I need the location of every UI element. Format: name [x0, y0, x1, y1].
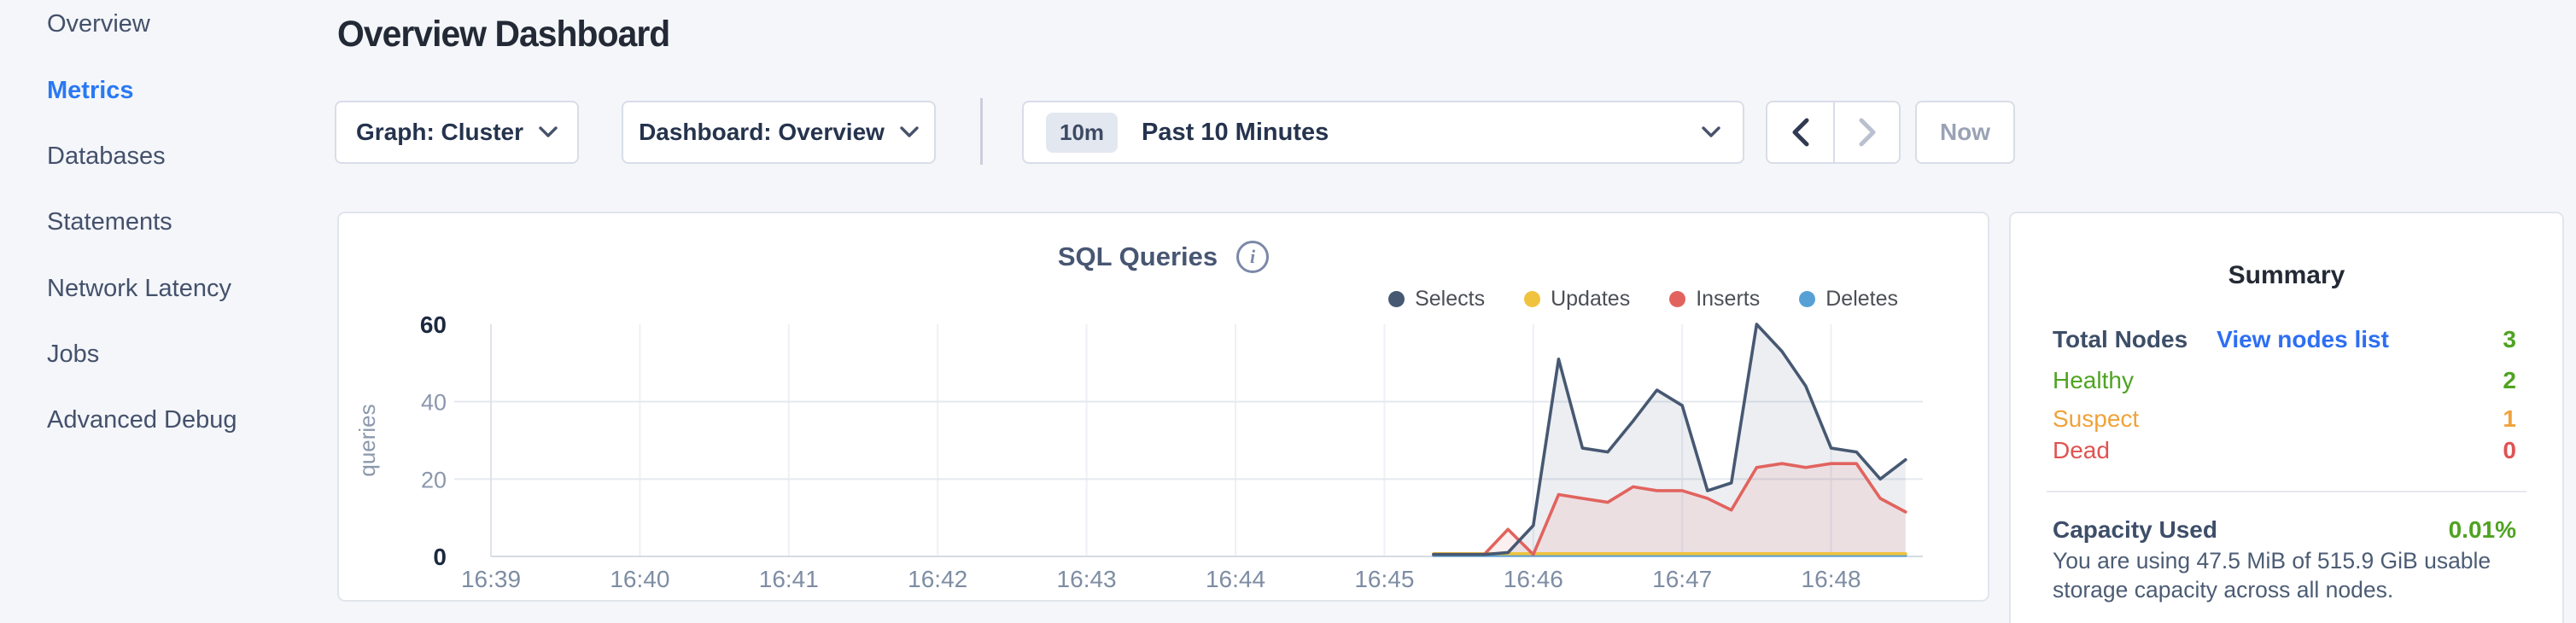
view-nodes-list-link[interactable]: View nodes list [2217, 326, 2389, 352]
legend-label: Selects [1415, 287, 1486, 311]
info-icon[interactable]: i [1236, 241, 1270, 273]
chevron-down-icon [900, 126, 919, 137]
legend-label: Deletes [1825, 287, 1898, 311]
total-nodes-value: 3 [2503, 326, 2516, 352]
summary-title: Summary [2228, 261, 2345, 289]
summary-panel: Summary Total Nodes View nodes list 3 He… [2009, 212, 2564, 623]
svg-text:16:46: 16:46 [1504, 566, 1563, 592]
capacity-used-value: 0.01% [2448, 516, 2516, 543]
toolbar-divider [980, 98, 983, 165]
svg-text:queries: queries [354, 404, 380, 476]
svg-text:16:45: 16:45 [1354, 566, 1414, 592]
legend-dot [1669, 291, 1686, 307]
svg-text:16:48: 16:48 [1802, 566, 1861, 592]
svg-text:16:41: 16:41 [759, 566, 819, 592]
chart-title: SQL Queries [1057, 242, 1218, 271]
svg-text:16:39: 16:39 [461, 566, 521, 592]
suspect-value: 1 [2503, 405, 2516, 432]
summary-divider [2047, 491, 2526, 492]
graph-scope-dropdown[interactable]: Graph: Cluster [335, 101, 579, 164]
legend-item-updates[interactable]: Updates [1524, 287, 1630, 312]
sidebar-item-statements[interactable]: Statements [47, 207, 172, 236]
legend-item-deletes[interactable]: Deletes [1799, 287, 1898, 312]
legend-item-selects[interactable]: Selects [1388, 287, 1485, 312]
chevron-left-icon [1792, 118, 1808, 147]
time-range-badge: 10m [1046, 112, 1119, 153]
dashboard-dropdown-label: Dashboard: Overview [639, 119, 885, 145]
time-step-buttons [1766, 101, 1901, 164]
legend-item-inserts[interactable]: Inserts [1669, 287, 1760, 312]
next-time-button[interactable] [1833, 102, 1899, 162]
capacity-description: You are using 47.5 MiB of 515.9 GiB usab… [2053, 548, 2491, 603]
time-range-label: Past 10 Minutes [1142, 118, 1329, 146]
dashboard-dropdown[interactable]: Dashboard: Overview [622, 101, 936, 164]
svg-text:16:42: 16:42 [908, 566, 967, 592]
now-button-label: Now [1939, 119, 1991, 145]
legend-label: Inserts [1696, 287, 1761, 311]
svg-text:0: 0 [433, 544, 447, 570]
legend-dot [1388, 291, 1405, 307]
chevron-right-icon [1859, 118, 1875, 147]
sidebar-item-jobs[interactable]: Jobs [47, 340, 100, 368]
chevron-down-icon [1702, 126, 1720, 137]
total-nodes-label: Total Nodes [2053, 326, 2188, 352]
time-range-selector[interactable]: 10m Past 10 Minutes [1022, 101, 1744, 164]
sidebar-nav: Overview Metrics Databases Statements Ne… [0, 0, 324, 623]
svg-text:16:44: 16:44 [1206, 566, 1265, 592]
sidebar-item-network-latency[interactable]: Network Latency [47, 274, 231, 302]
sidebar-item-databases[interactable]: Databases [47, 142, 166, 170]
legend-label: Updates [1551, 287, 1631, 311]
sidebar-item-metrics[interactable]: Metrics [47, 76, 134, 104]
svg-text:16:47: 16:47 [1652, 566, 1712, 592]
healthy-value: 2 [2503, 367, 2516, 393]
svg-text:16:43: 16:43 [1057, 566, 1117, 592]
svg-text:60: 60 [420, 312, 447, 338]
now-button[interactable]: Now [1915, 101, 2015, 164]
sidebar-item-overview[interactable]: Overview [47, 9, 150, 38]
legend-dot [1524, 291, 1541, 307]
page-title: Overview Dashboard [337, 14, 670, 55]
legend-dot [1799, 291, 1816, 307]
svg-text:40: 40 [421, 390, 447, 416]
sidebar-item-advanced-debug[interactable]: Advanced Debug [47, 405, 237, 434]
sql-queries-chart-card: SQL Queries i Selects Updates Inserts De… [337, 212, 1989, 602]
sql-queries-plot[interactable]: 16:39 16:40 16:41 16:42 16:43 16:44 16:45 16:46… [339, 213, 1991, 603]
dead-label: Dead [2053, 437, 2110, 463]
svg-text:20: 20 [421, 467, 447, 492]
chart-legend: Selects Updates Inserts Deletes [1388, 287, 1898, 312]
chevron-down-icon [539, 126, 558, 137]
dead-value: 0 [2503, 437, 2516, 463]
capacity-used-label: Capacity Used [2053, 516, 2217, 543]
previous-time-button[interactable] [1767, 102, 1833, 162]
suspect-label: Suspect [2053, 405, 2140, 432]
graph-scope-dropdown-label: Graph: Cluster [355, 119, 524, 145]
healthy-label: Healthy [2053, 367, 2134, 393]
svg-text:16:40: 16:40 [610, 566, 669, 592]
